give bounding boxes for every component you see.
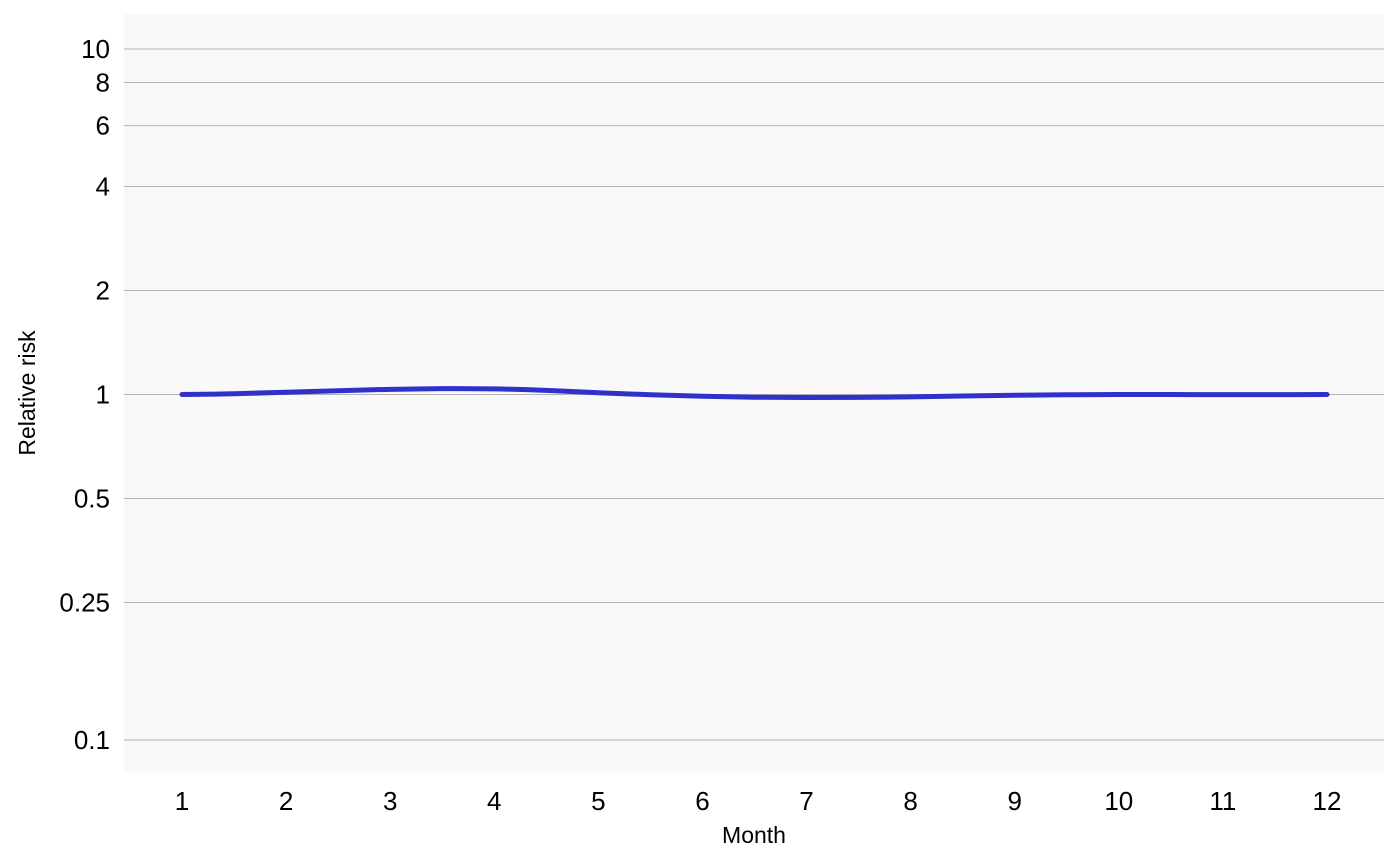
- x-tick-label: 11: [1209, 786, 1236, 816]
- x-tick-label: 2: [279, 786, 293, 816]
- x-tick-label: 12: [1313, 786, 1342, 816]
- x-axis-title: Month: [722, 822, 786, 848]
- y-tick-label: 0.5: [74, 484, 110, 514]
- x-tick-labels: 1 2 3 4 5 6 7 8 9 10 11 12: [175, 786, 1342, 816]
- y-tick-label: 6: [96, 111, 110, 141]
- y-tick-label: 1: [96, 380, 110, 410]
- y-tick-labels: 0.1 0.25 0.5 1 2 4 6 810: [59, 34, 110, 755]
- y-axis-title: Relative risk: [14, 330, 40, 456]
- relative-risk-line: [179, 386, 1330, 401]
- y-tick-label: 4: [96, 171, 110, 201]
- x-tick-label: 8: [903, 786, 917, 816]
- gridlines: [124, 48, 1384, 741]
- x-tick-label: 10: [1104, 786, 1133, 816]
- y-tick-label: 0.1: [74, 725, 110, 755]
- y-tick-label: 10: [81, 34, 110, 64]
- x-tick-label: 5: [591, 786, 605, 816]
- x-tick-label: 3: [383, 786, 397, 816]
- x-tick-label: 7: [799, 786, 813, 816]
- x-tick-label: 4: [487, 786, 501, 816]
- y-tick-label: 2: [96, 275, 110, 305]
- y-tick-label: 8: [96, 67, 110, 97]
- x-tick-label: 6: [695, 786, 709, 816]
- x-tick-label: 9: [1007, 786, 1021, 816]
- x-tick-label: 1: [175, 786, 189, 816]
- series-layer: [179, 386, 1330, 401]
- y-tick-label: 0.25: [59, 588, 110, 618]
